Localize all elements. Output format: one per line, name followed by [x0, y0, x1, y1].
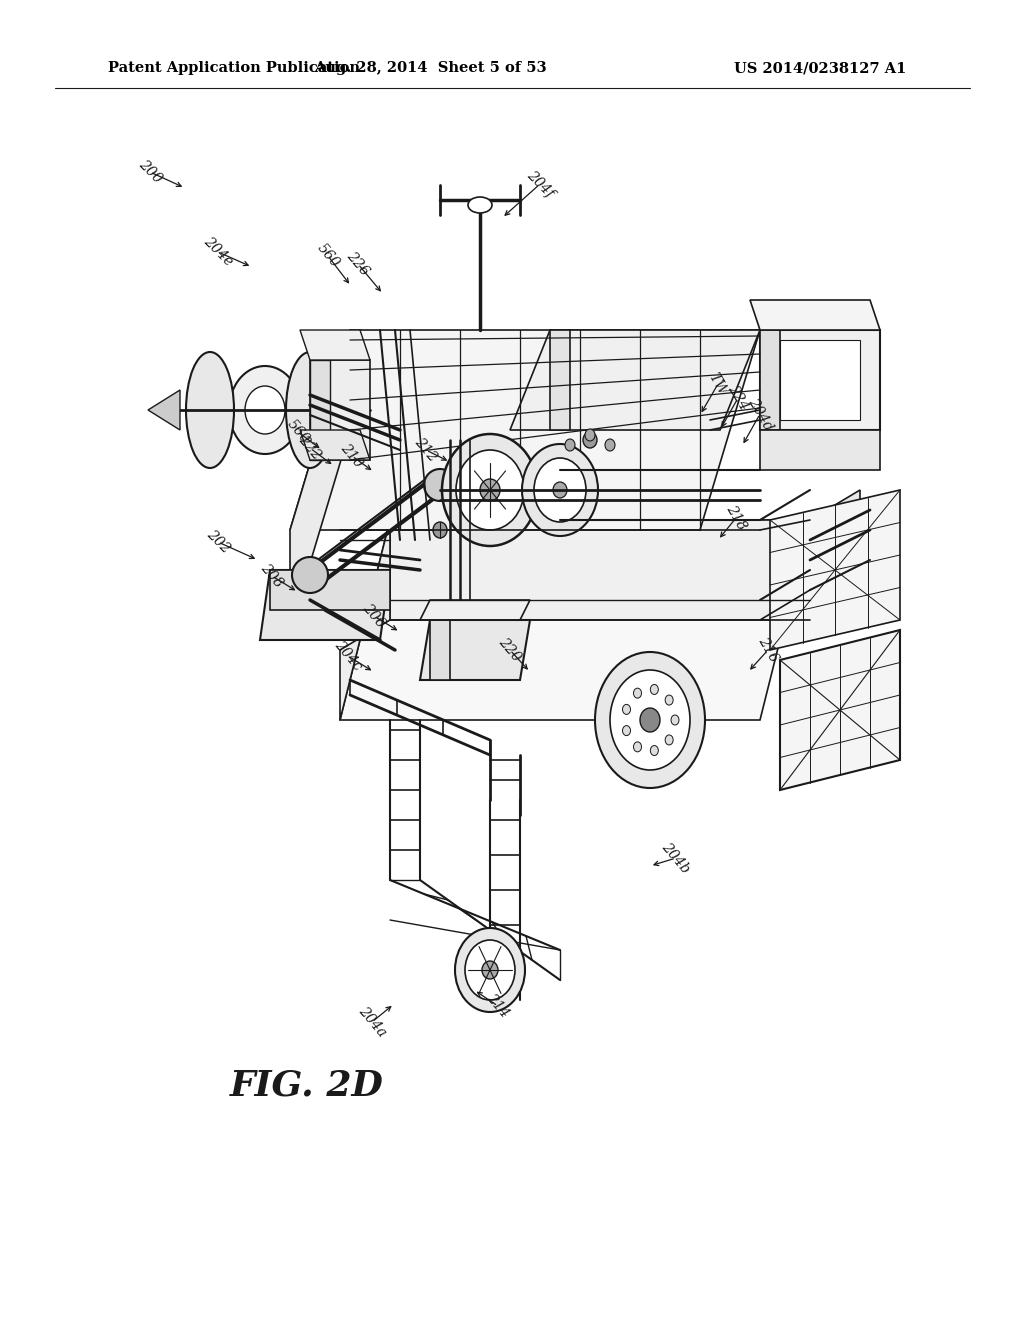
Polygon shape — [760, 430, 880, 470]
Text: 204d: 204d — [745, 395, 775, 433]
Ellipse shape — [671, 715, 679, 725]
Text: 560: 560 — [284, 417, 312, 446]
Polygon shape — [310, 360, 330, 459]
Ellipse shape — [666, 735, 673, 744]
Ellipse shape — [480, 479, 500, 502]
Polygon shape — [760, 330, 880, 430]
Ellipse shape — [623, 705, 631, 714]
Ellipse shape — [522, 444, 598, 536]
Text: FIG. 2D: FIG. 2D — [230, 1068, 384, 1102]
Text: 204a: 204a — [355, 1005, 388, 1040]
Ellipse shape — [585, 429, 595, 441]
Text: 218: 218 — [723, 503, 749, 533]
Ellipse shape — [553, 482, 567, 498]
Polygon shape — [760, 330, 780, 430]
Text: 204b: 204b — [659, 840, 693, 876]
Polygon shape — [810, 490, 860, 620]
Polygon shape — [340, 520, 390, 719]
Ellipse shape — [565, 440, 575, 451]
Ellipse shape — [442, 434, 538, 546]
Ellipse shape — [650, 746, 658, 755]
Polygon shape — [270, 570, 390, 610]
Polygon shape — [290, 330, 760, 531]
Text: TW: TW — [707, 371, 730, 397]
Text: 210: 210 — [338, 441, 366, 471]
Polygon shape — [310, 360, 370, 459]
Text: 560: 560 — [314, 242, 342, 271]
Ellipse shape — [286, 352, 334, 469]
Ellipse shape — [634, 688, 641, 698]
Ellipse shape — [595, 652, 705, 788]
Polygon shape — [780, 341, 860, 420]
Text: 222: 222 — [296, 433, 324, 463]
Polygon shape — [750, 300, 880, 330]
Ellipse shape — [456, 450, 524, 531]
Polygon shape — [430, 620, 450, 680]
Polygon shape — [420, 601, 530, 620]
Ellipse shape — [468, 197, 492, 213]
Text: 216: 216 — [756, 635, 780, 665]
Ellipse shape — [229, 366, 301, 454]
Polygon shape — [148, 389, 180, 430]
Ellipse shape — [605, 440, 615, 451]
Ellipse shape — [433, 521, 447, 539]
Ellipse shape — [186, 352, 234, 469]
Polygon shape — [300, 330, 370, 360]
Ellipse shape — [292, 557, 328, 593]
Polygon shape — [290, 330, 350, 630]
Text: Patent Application Publication: Patent Application Publication — [108, 61, 360, 75]
Polygon shape — [260, 570, 390, 640]
Text: 204e: 204e — [201, 235, 236, 269]
Text: 226: 226 — [344, 249, 372, 279]
Polygon shape — [420, 620, 530, 680]
Ellipse shape — [610, 671, 690, 770]
Ellipse shape — [623, 726, 631, 735]
Text: 208: 208 — [258, 561, 286, 590]
Text: 204f: 204f — [524, 168, 556, 201]
Text: 200: 200 — [135, 157, 165, 186]
Ellipse shape — [634, 742, 641, 752]
Text: 214: 214 — [484, 991, 512, 1020]
Text: 206: 206 — [360, 602, 388, 631]
Ellipse shape — [482, 961, 498, 979]
Text: 220: 220 — [496, 635, 524, 665]
Ellipse shape — [640, 708, 660, 733]
Polygon shape — [510, 330, 760, 430]
Polygon shape — [770, 490, 900, 649]
Text: 204c: 204c — [332, 639, 365, 673]
Ellipse shape — [465, 940, 515, 1001]
Ellipse shape — [245, 385, 285, 434]
Polygon shape — [780, 630, 900, 789]
Ellipse shape — [424, 469, 456, 502]
Text: US 2014/0238127 A1: US 2014/0238127 A1 — [734, 61, 906, 75]
Polygon shape — [390, 520, 810, 620]
Text: 202: 202 — [204, 528, 232, 556]
Ellipse shape — [534, 458, 586, 521]
Text: 224: 224 — [725, 383, 751, 413]
Polygon shape — [325, 370, 350, 450]
Text: 212: 212 — [412, 436, 440, 465]
Polygon shape — [550, 330, 570, 430]
Polygon shape — [340, 520, 810, 719]
Ellipse shape — [666, 696, 673, 705]
Polygon shape — [300, 430, 370, 459]
Ellipse shape — [583, 432, 597, 447]
Ellipse shape — [650, 685, 658, 694]
Ellipse shape — [455, 928, 525, 1012]
Text: Aug. 28, 2014  Sheet 5 of 53: Aug. 28, 2014 Sheet 5 of 53 — [313, 61, 547, 75]
